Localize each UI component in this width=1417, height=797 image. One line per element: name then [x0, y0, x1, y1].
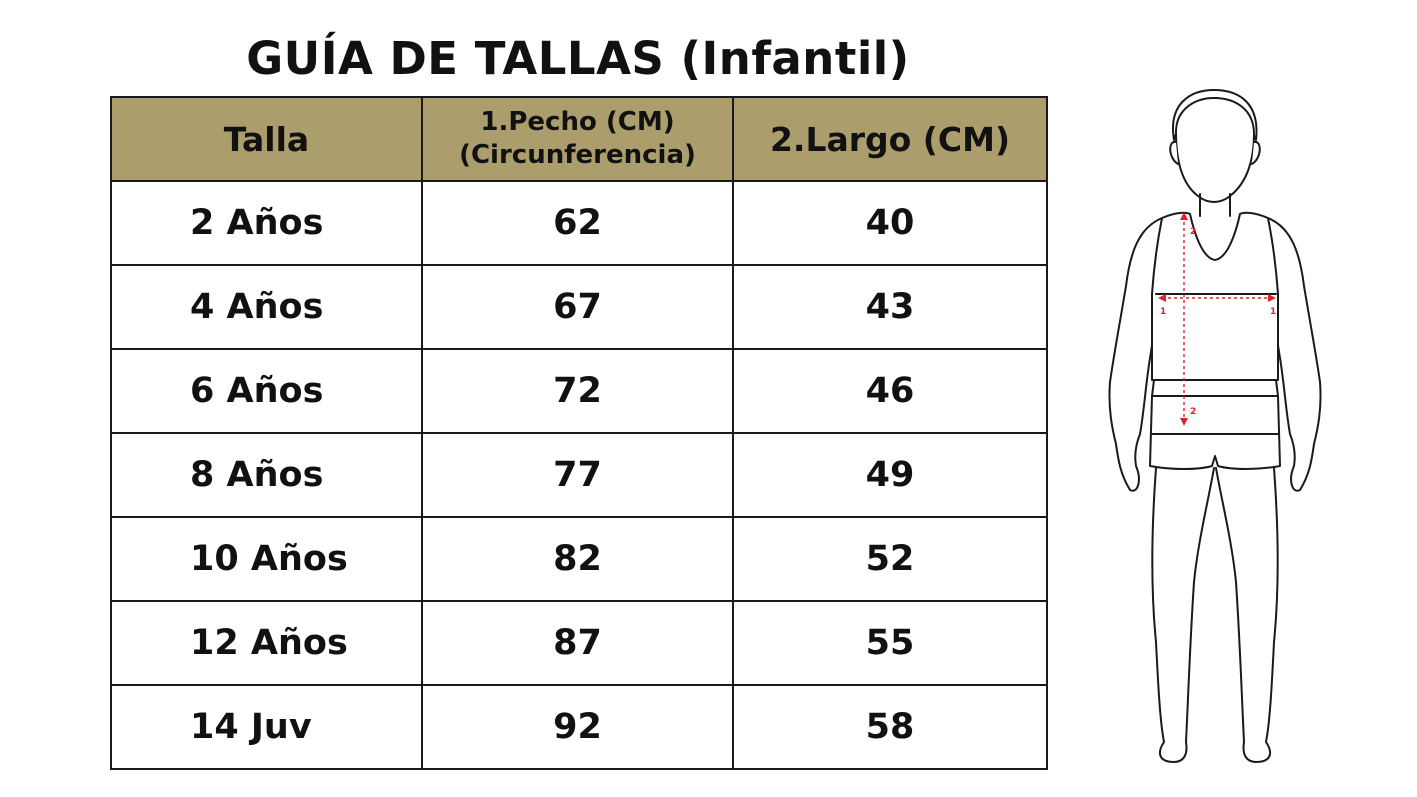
left-ear [1169, 140, 1179, 165]
size-guide-table: Talla 1.Pecho (CM) (Circunferencia) 2.La… [110, 96, 1048, 770]
header-chest-line2: (Circunferencia) [459, 140, 696, 170]
waistband [1151, 379, 1279, 397]
header-size: Talla [110, 96, 423, 182]
chest-cell: 62 [421, 180, 734, 266]
table-row: 4 Años 67 43 [110, 264, 1048, 350]
neck [1199, 193, 1231, 217]
header-chest-line1: 1.Pecho (CM) [480, 107, 675, 137]
size-cell: 12 Años [110, 600, 423, 686]
child-figure-illustration: 1 1 2 2 [1108, 89, 1322, 763]
chest-cell: 82 [421, 516, 734, 602]
tank-top [1151, 211, 1279, 381]
chest-cell: 67 [421, 264, 734, 350]
right-leg [1215, 467, 1279, 763]
head-outline [1175, 97, 1255, 203]
left-arm [1108, 217, 1163, 492]
right-ear [1251, 140, 1261, 165]
chest-cell: 87 [421, 600, 734, 686]
chest-arrow-right [1268, 294, 1276, 302]
header-length: 2.Largo (CM) [732, 96, 1048, 182]
length-arrow-bottom [1180, 418, 1188, 426]
length-cell: 49 [732, 432, 1048, 518]
chest-cell: 72 [421, 348, 734, 434]
chest-cell: 77 [421, 432, 734, 518]
page-title: GUÍA DE TALLAS (Infantil) [246, 32, 910, 85]
length-cell: 58 [732, 684, 1048, 770]
length-cell: 40 [732, 180, 1048, 266]
left-leg [1151, 467, 1215, 763]
chest-marker-left: 1 [1160, 307, 1166, 317]
size-cell: 2 Años [110, 180, 423, 266]
chest-arrow-left [1158, 294, 1166, 302]
length-cell: 43 [732, 264, 1048, 350]
chest-cell: 92 [421, 684, 734, 770]
size-cell: 8 Años [110, 432, 423, 518]
length-marker-bottom: 2 [1190, 407, 1196, 417]
body-measurement-figure: 1 1 2 2 [1090, 82, 1340, 782]
size-cell: 4 Años [110, 264, 423, 350]
table-row: 14 Juv 92 58 [110, 684, 1048, 770]
size-cell: 6 Años [110, 348, 423, 434]
table-row: 2 Años 62 40 [110, 180, 1048, 266]
length-arrow-top [1180, 212, 1188, 220]
header-chest: 1.Pecho (CM) (Circunferencia) [421, 96, 734, 182]
right-arm [1267, 217, 1322, 492]
length-cell: 46 [732, 348, 1048, 434]
shorts [1149, 395, 1281, 470]
length-cell: 55 [732, 600, 1048, 686]
table-row: 10 Años 82 52 [110, 516, 1048, 602]
size-cell: 10 Años [110, 516, 423, 602]
length-marker-top: 2 [1190, 227, 1196, 237]
table-row: 8 Años 77 49 [110, 432, 1048, 518]
size-cell: 14 Juv [110, 684, 423, 770]
chest-marker-right: 1 [1270, 307, 1276, 317]
table-header-row: Talla 1.Pecho (CM) (Circunferencia) 2.La… [110, 96, 1048, 182]
table-row: 12 Años 87 55 [110, 600, 1048, 686]
length-cell: 52 [732, 516, 1048, 602]
table-row: 6 Años 72 46 [110, 348, 1048, 434]
